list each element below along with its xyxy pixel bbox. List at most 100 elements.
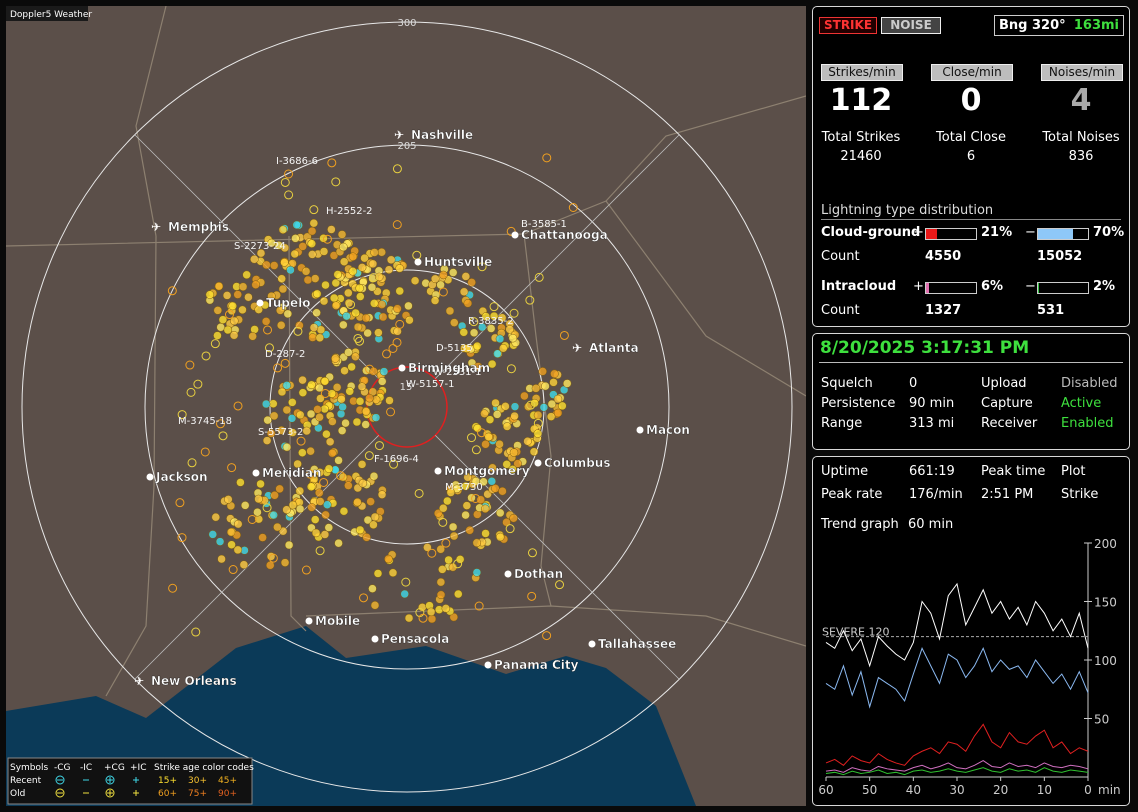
strike-symbol (436, 545, 445, 554)
strike-symbol (273, 522, 282, 532)
city-dot (305, 617, 313, 625)
strike-symbol (309, 218, 319, 228)
group-name: Intracloud (821, 279, 897, 294)
strike-symbol (463, 299, 473, 308)
strike-symbol (365, 393, 374, 403)
strike-symbol (505, 325, 514, 334)
rate-button[interactable]: Close/min (931, 64, 1013, 81)
strike-symbol (377, 300, 387, 309)
strike-symbol (445, 306, 455, 316)
strike-symbol (496, 532, 505, 542)
strike-symbol (269, 399, 278, 408)
strike-symbol (213, 331, 222, 340)
strike-symbol (316, 497, 325, 506)
noise-button[interactable]: NOISE (881, 17, 941, 34)
strike-symbol (377, 247, 386, 257)
strike-symbol (250, 255, 259, 264)
strike-symbol (461, 272, 471, 281)
city-dot (256, 299, 264, 307)
range-ring (21, 21, 793, 793)
setting: Capture (981, 396, 1033, 411)
strike-symbol (313, 405, 322, 414)
strike-symbol (193, 379, 203, 389)
strike-symbol (270, 491, 279, 500)
strike-symbol (327, 158, 337, 168)
strike-button[interactable]: STRIKE (819, 17, 877, 34)
strike-symbol (339, 242, 348, 252)
strike-symbol (295, 410, 305, 420)
strike-symbol (525, 295, 535, 305)
trend-span: 60 min (908, 517, 954, 532)
strike-symbol (520, 391, 529, 401)
range-rings: 300 205 15 (21, 18, 793, 793)
strike-symbol (200, 447, 210, 457)
strike-symbol (213, 306, 223, 315)
strike-symbol (400, 589, 409, 599)
legend: Symbols -CG -IC +CG +IC Strike age color code… (7, 757, 254, 805)
strike-symbol (280, 258, 289, 267)
strike-symbol (487, 359, 497, 369)
strike-symbol (472, 538, 482, 548)
strike-symbol (210, 339, 220, 349)
strike-symbol (481, 440, 490, 449)
strike-symbol (328, 448, 337, 458)
strike-symbol (332, 383, 342, 392)
strike-symbol (546, 412, 556, 421)
trend-label: Trend graph (821, 517, 899, 532)
rate-value: 4 (1070, 83, 1092, 118)
strike-symbol (553, 394, 563, 404)
strike-symbol (384, 265, 394, 274)
strike-symbol (357, 460, 367, 469)
strike-symbol (495, 439, 504, 449)
strike-symbol (185, 360, 195, 370)
strike-symbol (353, 497, 362, 507)
strike-symbol (474, 601, 484, 611)
city-label: Dothan (514, 567, 563, 581)
setting: Receiver (981, 416, 1038, 431)
setting: Squelch (821, 376, 873, 391)
strike-symbol (423, 543, 432, 552)
strike-symbol (356, 292, 365, 301)
strike-symbol (201, 351, 211, 361)
strike-symbol (301, 565, 311, 575)
strike-symbol (562, 379, 572, 388)
strike-symbol (282, 405, 292, 415)
y-tick-label: 150 (1094, 596, 1117, 610)
strike-symbol (295, 486, 305, 496)
strike-symbol (303, 275, 313, 285)
strike-symbol (426, 607, 436, 617)
setting: Persistence (821, 396, 896, 411)
strike-symbol (446, 488, 456, 497)
strike-symbol (484, 432, 493, 442)
strike-symbol (277, 426, 286, 435)
rate-button[interactable]: Noises/min (1041, 64, 1123, 81)
strike-symbol (292, 220, 302, 230)
strike-symbol (329, 293, 339, 303)
strike-symbol (495, 334, 505, 344)
stat: 176/min (909, 487, 963, 502)
percent-label: 21% (981, 225, 1013, 240)
strike-symbol (214, 281, 224, 291)
legend-age: 75+ (188, 789, 207, 799)
strike-symbol (310, 515, 320, 524)
strike-symbol (508, 333, 518, 343)
strike-symbol (278, 284, 288, 294)
strike-symbol (331, 177, 341, 187)
legend-age: 90+ (218, 789, 237, 799)
strike-symbol (238, 305, 247, 315)
strike-symbol (316, 394, 325, 403)
airport-icon: ✈ (394, 128, 404, 142)
strike-symbol (337, 394, 346, 404)
city-label: Mobile (315, 614, 360, 628)
city-label: Tallahassee (598, 637, 676, 651)
strike-symbol (267, 238, 276, 248)
setting: 90 min (909, 396, 955, 411)
legend-age: 45+ (218, 776, 237, 786)
percent-bar (1037, 282, 1089, 294)
strike-symbol (462, 344, 471, 353)
strike-symbol (358, 479, 368, 488)
rate-button[interactable]: Strikes/min (821, 64, 903, 81)
strike-symbol (461, 510, 470, 520)
strike-symbol (242, 270, 251, 280)
trend-line (825, 760, 1089, 773)
